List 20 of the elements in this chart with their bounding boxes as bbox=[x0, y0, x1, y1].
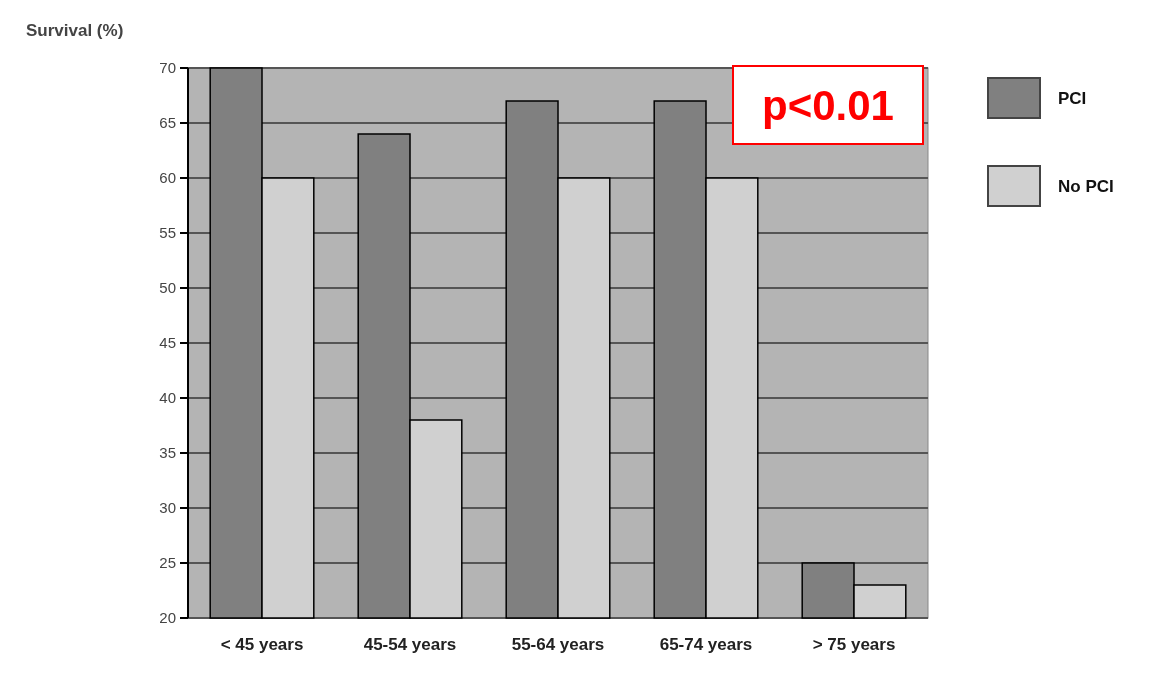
x-tick-label: 65-74 years bbox=[659, 635, 753, 654]
y-tick-label: 65 bbox=[159, 114, 176, 132]
y-tick-label: 45 bbox=[159, 334, 176, 352]
y-tick-label: 60 bbox=[159, 169, 176, 187]
x-tick-label: < 45 years bbox=[220, 635, 304, 654]
y-axis-title: Survival (%) bbox=[26, 21, 124, 40]
legend-label: PCI bbox=[1058, 88, 1087, 108]
x-tick-label: 45-54 years bbox=[363, 635, 457, 654]
y-tick-label: 50 bbox=[159, 279, 176, 297]
y-tick-label: 70 bbox=[159, 59, 176, 77]
y-tick-label: 30 bbox=[159, 499, 176, 517]
y-tick-label: 25 bbox=[159, 554, 176, 572]
y-tick-label: 40 bbox=[159, 389, 176, 407]
annotation: p<0.01 bbox=[762, 81, 894, 129]
legend-label: No PCI bbox=[1058, 176, 1114, 196]
x-tick-label: > 75 years bbox=[812, 635, 896, 654]
x-tick-label: 55-64 years bbox=[511, 635, 605, 654]
y-tick-label: 20 bbox=[159, 609, 176, 627]
y-tick-label: 55 bbox=[159, 224, 176, 242]
y-tick-label: 35 bbox=[159, 444, 176, 462]
